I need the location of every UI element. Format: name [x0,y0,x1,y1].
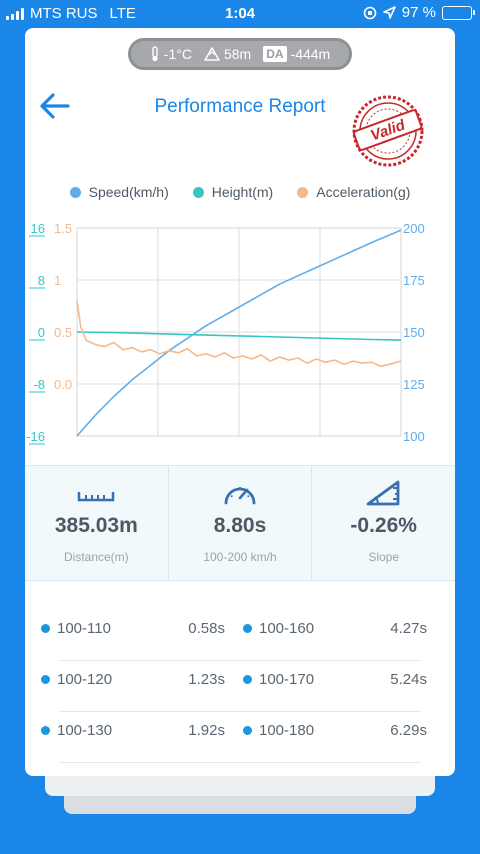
height-axis-tick-label: 0 [38,325,45,340]
split-time: 5.24s [390,670,427,688]
bullet-icon [243,623,252,633]
split-times-list: 100-110 0.58s 100-160 4.27s 100-120 1.23… [25,610,455,776]
list-item: 100-110 0.58s 100-160 4.27s [25,610,455,661]
time-value: 8.80s [213,514,267,537]
altitude-value: 58m [223,46,252,62]
chart-legend: Speed(km/h) Height(m) Acceleration(g) [25,184,455,200]
distance-value: 385.03m [54,514,138,537]
split-time: 2.95s [175,763,225,777]
list-item: 100-130 1.92s 100-180 6.29s [25,712,455,763]
stat-distance: 385.03m Distance(m) [25,466,168,580]
temperature-value: -1°C [163,46,192,62]
speed-series-line [76,229,402,437]
speed-axis-tick-label: 175 [403,273,425,288]
divider [59,660,421,661]
acceleration-axis-tick-label: 0.0 [54,377,72,392]
bullet-icon [41,725,50,735]
speed-axis-tick-label: 200 [403,221,425,236]
split-range: 100-160 [259,619,315,637]
time-range-label: 100-200 km/h [203,550,277,564]
network-type: LTE [109,5,136,22]
split-time: 7.44s [375,763,427,777]
thermometer-icon [152,46,158,62]
slope-label: Slope [368,550,400,564]
height-axis-tick-label: 16 [31,221,45,236]
location-icon [382,6,396,19]
split-range: 100-190 [259,773,314,777]
split-range: 100-140 [57,773,112,777]
legend-label: Height(m) [211,184,274,200]
status-bar: MTS RUS LTE 1:04 97 % [0,0,480,28]
split-range: 100-120 [57,670,113,688]
bullet-icon [243,725,252,735]
acceleration-axis-tick-label: 0.5 [54,325,72,340]
split-time: 6.29s [390,721,427,739]
height-axis-tick-label: -8 [33,377,45,392]
battery-percent: 97 % [401,4,436,21]
density-altitude-badge: DA [263,46,287,62]
height-axis-tick-label: 8 [38,273,45,288]
split-time: 1.92s [188,721,225,739]
bullet-icon [41,674,50,684]
conditions-pill: -1°C 58m DA -444m [128,38,352,70]
split-range: 100-180 [259,721,315,739]
back-button[interactable] [37,90,73,122]
speed-axis-tick-label: 150 [403,325,425,340]
speed-axis-tick-label: 100 [403,429,425,444]
legend-label: Acceleration(g) [316,184,411,200]
slope-icon [366,480,400,506]
list-item: 100-140 2.95s 100-190 7.44s [25,763,455,777]
legend-item-height: Height(m) [192,184,274,200]
split-range: 100-130 [57,721,113,739]
legend-label: Speed(km/h) [88,184,169,200]
split-time: 1.23s [188,670,225,688]
acceleration-axis-tick-label: 1.5 [54,221,72,236]
speedometer-icon [224,487,256,505]
divider [59,762,421,763]
legend-dot [192,186,204,198]
valid-stamp: Valid [352,95,424,167]
performance-chart: 16 8 0 -8 -16 1.5 1 0.5 0.0 200 175 150 125 100 [26,221,425,445]
legend-dot [69,186,81,198]
page-title: Performance Report [154,96,326,117]
density-altitude-value: -444m [290,46,331,62]
legend-item-speed: Speed(km/h) [69,184,169,200]
stat-time: 8.80s 100-200 km/h [167,466,312,580]
height-series-line [76,331,402,341]
slope-value: -0.26% [350,514,417,537]
split-range: 100-110 [57,619,111,637]
split-range: 100-170 [259,670,315,688]
bullet-icon [41,623,50,633]
battery-icon [442,5,475,20]
altitude-icon [204,47,220,61]
divider [59,711,421,712]
distance-label: Distance(m) [63,550,129,564]
arrow-left-icon [40,93,70,119]
stats-panel: 385.03m Distance(m) 8.80s 100-200 km/h -… [25,465,455,581]
acceleration-axis-tick-label: 1 [54,273,61,288]
height-axis-tick-label: -16 [26,429,45,444]
speed-axis-tick-label: 125 [403,377,425,392]
report-card: -1°C 58m DA -444m Performance Report Val… [25,28,455,776]
signal-icon [6,7,24,20]
acceleration-series-line [76,300,402,368]
legend-item-acceleration: Acceleration(g) [297,184,410,200]
split-time: 0.58s [188,619,225,637]
legend-dot [297,186,309,198]
clock: 1:04 [224,5,256,22]
carrier-name: MTS RUS [30,5,98,22]
bullet-icon [243,674,252,684]
orientation-lock-icon [363,6,377,19]
stat-slope: -0.26% Slope [311,466,455,580]
split-time: 4.27s [390,619,427,637]
ruler-icon [78,492,115,502]
list-item: 100-120 1.23s 100-170 5.24s [25,661,455,712]
